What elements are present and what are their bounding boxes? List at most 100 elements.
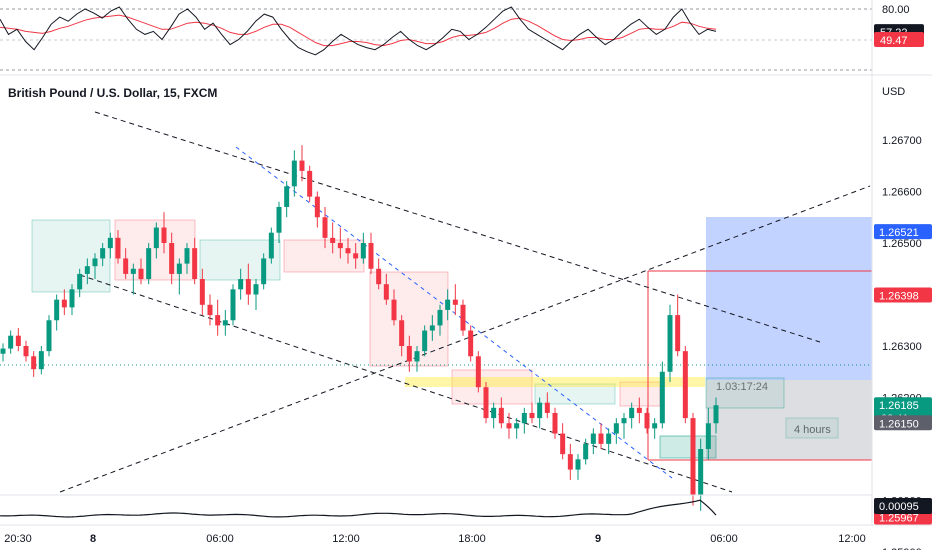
duration-box [785, 417, 839, 439]
candle [452, 284, 458, 316]
candle [629, 402, 635, 429]
candle [544, 392, 550, 419]
candle [713, 397, 719, 434]
candle [161, 212, 167, 254]
rsi-line [0, 6, 717, 56]
candle [552, 407, 558, 439]
candle [468, 325, 474, 362]
candle [353, 243, 359, 269]
candle [376, 258, 382, 290]
currency-label[interactable]: USD [882, 86, 906, 98]
price-tag: 1.26150 [879, 418, 919, 430]
candle [560, 423, 566, 460]
candle [437, 304, 443, 336]
time-tick: 06:00 [206, 533, 234, 545]
candle [61, 289, 67, 316]
candle [8, 330, 14, 354]
candle [498, 397, 504, 429]
candle [245, 263, 251, 305]
candle [54, 294, 60, 331]
candle [636, 397, 642, 424]
candle [192, 237, 198, 285]
candle [0, 343, 6, 362]
price-tag: 1.25967 [879, 512, 919, 524]
stop-zone [706, 380, 872, 460]
rsi-value-tag: 49.47 [880, 35, 908, 47]
candle [567, 443, 573, 480]
candle [314, 191, 320, 228]
candle [138, 258, 144, 285]
candle [590, 428, 596, 455]
candle [422, 325, 428, 357]
candle [659, 361, 665, 429]
price-tick: 1.26600 [882, 187, 922, 199]
candle [337, 227, 343, 259]
candle [130, 263, 136, 295]
candle [330, 222, 336, 254]
candle [207, 294, 213, 326]
candle [690, 412, 696, 506]
price-tag: 1.26398 [879, 291, 919, 303]
candle [345, 237, 351, 264]
duration-label: 4 hours [794, 424, 831, 436]
price-tick: 1.26300 [882, 341, 922, 353]
candle [38, 346, 44, 375]
price-tick: 1.25900 [882, 547, 922, 550]
candle [521, 407, 527, 434]
rsi-pane [0, 6, 872, 71]
candle [153, 222, 159, 259]
price-tag: 1.26521 [879, 227, 919, 239]
candle [146, 243, 152, 285]
demand-zone [199, 239, 281, 281]
rsi-level-80: 80.00 [882, 4, 910, 16]
candle [23, 340, 29, 362]
candle [491, 402, 497, 429]
candle [368, 232, 374, 274]
time-tick: 20:30 [4, 533, 32, 545]
candles [0, 145, 719, 511]
candle [360, 232, 366, 264]
candle [529, 402, 535, 424]
candle [583, 438, 589, 465]
rising-trend-line [59, 185, 871, 493]
time-tick: 12:00 [838, 533, 866, 545]
supply-zone [619, 381, 661, 407]
candle [238, 268, 244, 300]
candle [291, 150, 297, 197]
rsi-ma-line [0, 14, 717, 47]
candle [399, 315, 405, 357]
candle [253, 279, 259, 310]
candle [299, 145, 305, 182]
time-tick: 06:00 [710, 533, 738, 545]
candle [698, 438, 704, 511]
candle [77, 268, 83, 298]
price-tick: 1.26500 [882, 238, 922, 250]
candle [606, 428, 612, 455]
price-axis[interactable]: 1.267001.266001.265001.263001.262001.260… [882, 135, 922, 550]
oscillator-line [0, 499, 717, 518]
candle [115, 230, 121, 264]
candle [475, 351, 481, 393]
candle [92, 253, 98, 280]
candle [537, 397, 543, 429]
candle [429, 315, 435, 341]
candle [31, 351, 37, 377]
candle [406, 335, 412, 372]
candle [169, 232, 175, 285]
candle [107, 232, 113, 259]
candle [230, 284, 236, 326]
candle [69, 284, 75, 316]
candle [123, 248, 129, 280]
range-label: 1.03:17:24 [716, 381, 768, 393]
candle [652, 418, 658, 439]
symbol-title[interactable]: British Pound / U.S. Dollar, 15, FXCM [8, 86, 218, 100]
time-axis[interactable]: 20:30 8 06:00 12:00 18:00 9 06:00 12:00 [4, 533, 866, 545]
range-box [705, 377, 785, 409]
candle [322, 206, 328, 249]
price-tags: 1.265211.263981.2618502:411.261501.25971… [874, 224, 932, 525]
candle [222, 309, 228, 336]
candle [598, 423, 604, 449]
target-zone [706, 217, 872, 380]
candle [506, 412, 512, 439]
